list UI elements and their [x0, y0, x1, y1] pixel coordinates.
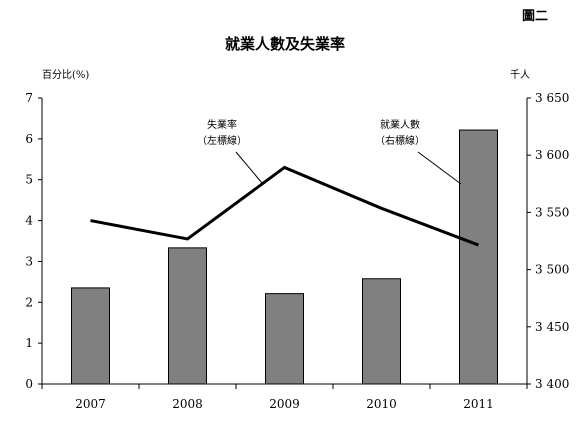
annotation-1-line-1: （右標線）: [375, 134, 425, 147]
annotation-0-line-0: 失業率: [207, 118, 237, 131]
left-tick-label: 5: [25, 173, 33, 187]
left-axis-label: 百分比(%): [42, 69, 89, 81]
left-tick-label: 2: [25, 295, 33, 309]
left-tick-label: 6: [25, 132, 33, 146]
bar-2009: [265, 293, 304, 385]
x-tick-label-2008: 2008: [172, 397, 203, 411]
right-tick-label: 3 650: [535, 91, 569, 105]
right-axis-label: 千人: [510, 69, 530, 81]
x-tick-label-2007: 2007: [75, 397, 106, 411]
unemployment-rate-line: [90, 165, 480, 247]
x-tick-label-2009: 2009: [269, 397, 300, 411]
left-tick-label: 4: [25, 214, 33, 228]
annotation-1-line-0: 就業人數: [380, 118, 420, 131]
annotation-0-line-1: （左標線）: [197, 134, 247, 147]
right-tick-label: 3 500: [535, 263, 569, 277]
right-tick-label: 3 400: [535, 377, 569, 391]
left-tick-label: 0: [25, 377, 33, 391]
right-tick-label: 3 550: [535, 205, 569, 219]
annotation-1-leader: [417, 151, 462, 185]
figure-label: 圖二: [522, 8, 548, 24]
x-tick-label-2011: 2011: [463, 397, 494, 411]
bar-2008: [168, 247, 207, 385]
left-tick-label: 3: [25, 254, 33, 268]
chart-title: 就業人數及失業率: [225, 35, 345, 53]
right-tick-label: 3 600: [535, 148, 569, 162]
right-tick-label: 3 450: [535, 320, 569, 334]
bar-2007: [71, 287, 110, 385]
left-tick-label: 7: [25, 91, 33, 105]
x-tick-label-2010: 2010: [366, 397, 397, 411]
left-tick-label: 1: [25, 336, 33, 350]
bar-2011: [459, 129, 498, 385]
annotation-0-leader: [235, 151, 263, 184]
bar-2010: [362, 278, 401, 385]
